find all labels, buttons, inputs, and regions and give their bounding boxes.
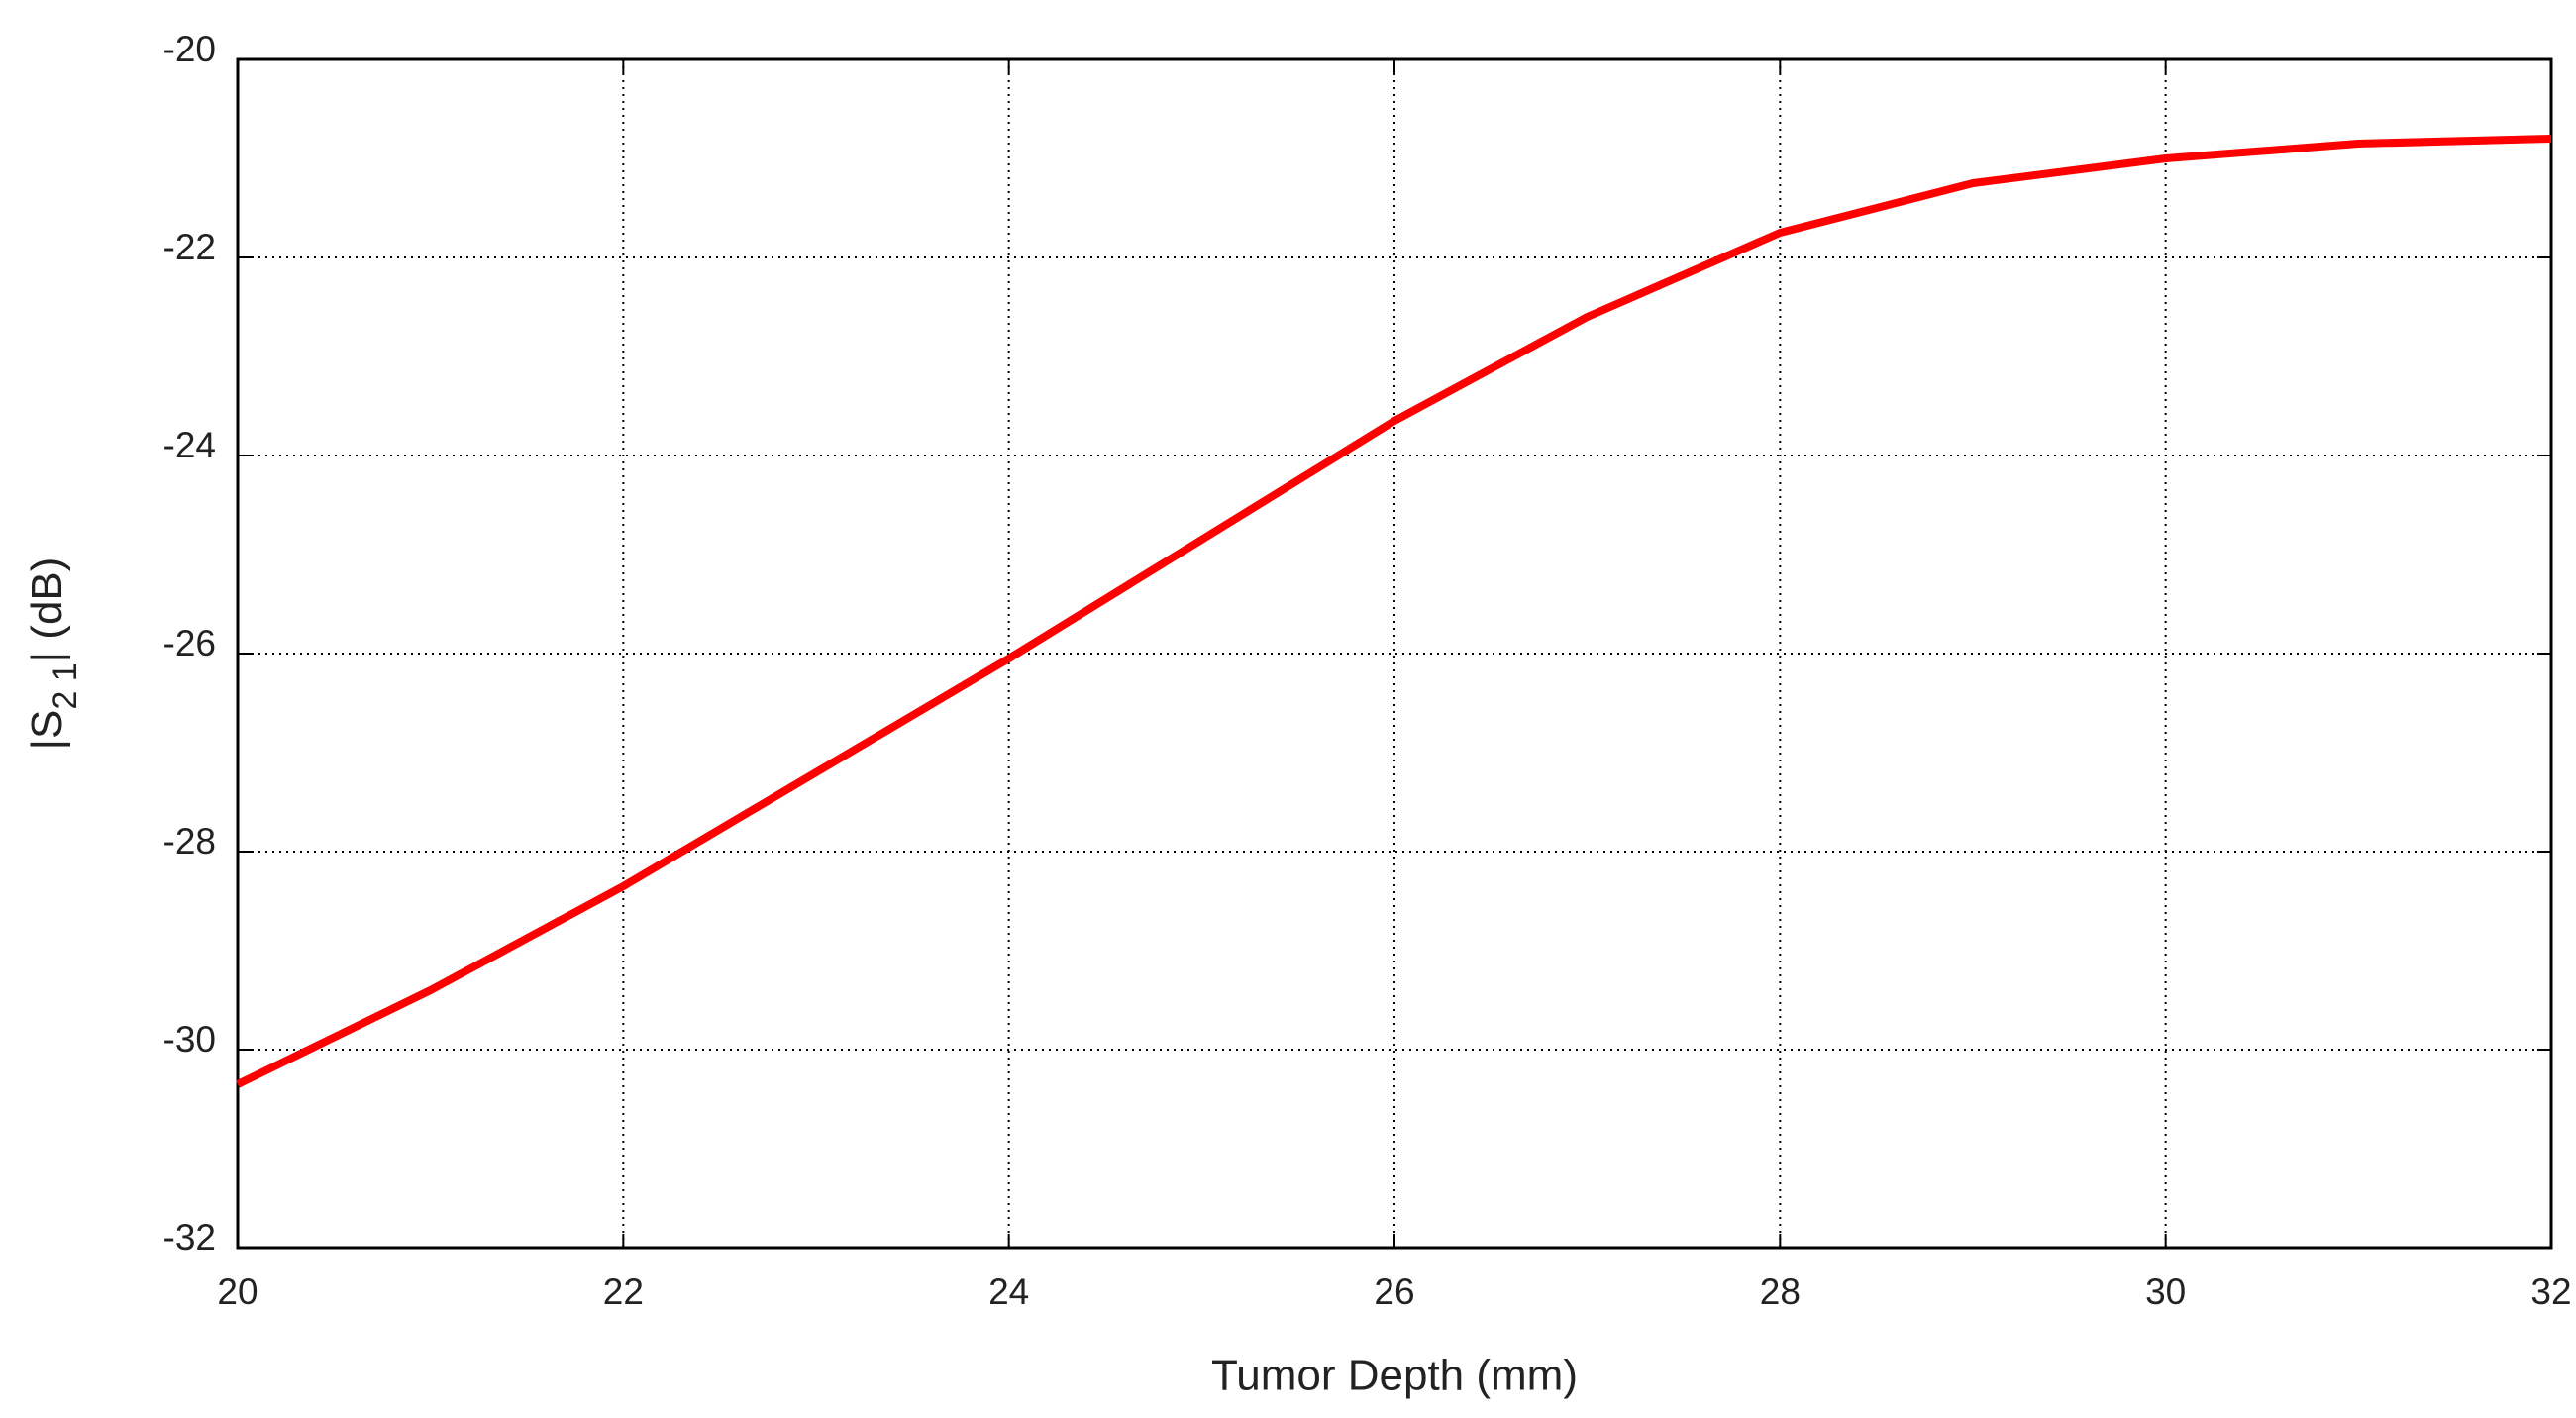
- y-label-suffix: | (dB): [23, 557, 71, 663]
- y-label-prefix: |S: [23, 710, 71, 751]
- x-tick-label: 28: [1760, 1271, 1801, 1312]
- y-tick-label: -32: [163, 1217, 216, 1258]
- y-tick-label: -22: [163, 227, 216, 267]
- y-tick-label: -26: [163, 623, 216, 663]
- x-tick-label: 26: [1374, 1271, 1414, 1312]
- x-tick-label: 20: [217, 1271, 258, 1312]
- x-tick-label: 24: [988, 1271, 1029, 1312]
- data-line: [236, 135, 2552, 1088]
- x-tick-label: 30: [2145, 1271, 2186, 1312]
- x-axis-label: Tumor Depth (mm): [1211, 1352, 1578, 1400]
- y-label-subscript: 2 1: [47, 662, 84, 709]
- plot-frame: [236, 57, 2553, 1250]
- x-tick-label: 32: [2530, 1271, 2571, 1312]
- y-tick-label: -28: [163, 821, 216, 861]
- x-tick-label: 22: [603, 1271, 644, 1312]
- y-tick-label: -30: [163, 1019, 216, 1060]
- y-tick-label: -24: [163, 425, 216, 465]
- y-axis-label: |S2 1| (dB): [23, 557, 84, 751]
- y-tick-label: -20: [163, 29, 216, 69]
